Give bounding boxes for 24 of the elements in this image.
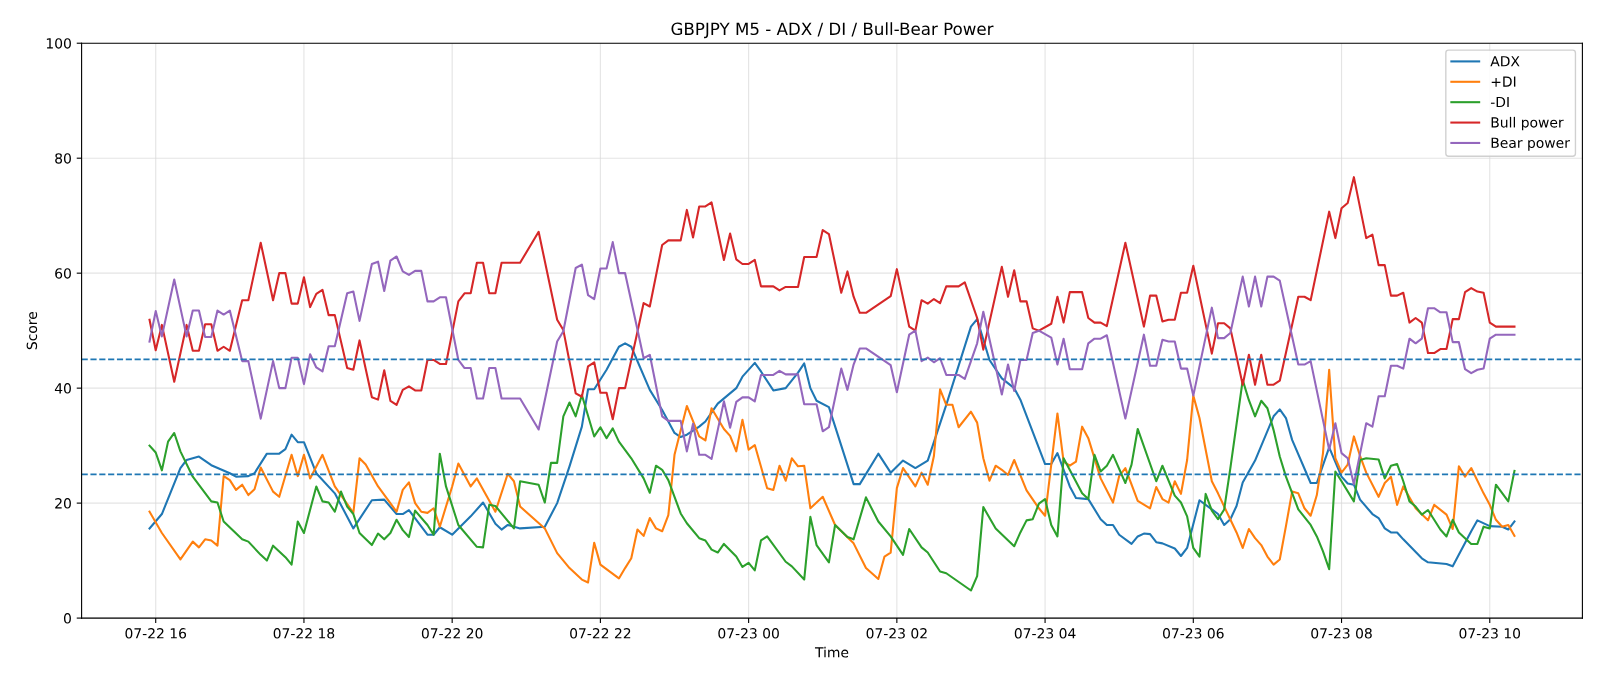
y-tick-label: 20 [55, 498, 71, 509]
x-tick-label: 07-23 10 [1459, 628, 1521, 639]
y-tick-label: 100 [46, 38, 71, 49]
chart-title: GBPJPY M5 - ADX / DI / Bull-Bear Power [671, 22, 994, 39]
y-axis-title: Score [26, 311, 38, 350]
legend-label: Bear power [1491, 137, 1570, 151]
x-tick-label: 07-23 00 [718, 628, 779, 639]
legend-label: -DI [1490, 96, 1509, 108]
x-tick-label: 07-22 16 [125, 628, 187, 639]
legend-label: +DI [1491, 76, 1516, 87]
x-tick-label: 07-23 02 [866, 628, 927, 639]
x-axis-title: Time [814, 646, 849, 658]
x-tick-label: 07-22 18 [273, 628, 335, 639]
x-tick-label: 07-22 22 [570, 628, 631, 639]
x-tick-label: 07-23 06 [1163, 628, 1224, 639]
y-tick-label: 60 [55, 268, 71, 279]
x-tick-label: 07-22 20 [421, 628, 483, 639]
y-tick-label: 40 [54, 383, 71, 394]
x-tick-label: 07-23 08 [1311, 628, 1372, 639]
legend-label: ADX [1490, 56, 1520, 67]
y-tick-label: 0 [63, 613, 71, 624]
x-tick-label: 07-23 04 [1014, 628, 1076, 639]
y-tick-label: 80 [55, 153, 71, 164]
legend-label: Bull power [1491, 116, 1564, 131]
